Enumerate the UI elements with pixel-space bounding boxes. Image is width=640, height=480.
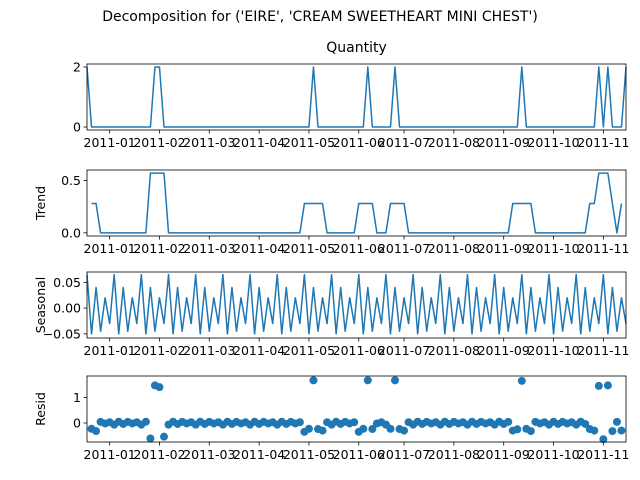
x-tick-label: 2011-10 — [527, 343, 579, 358]
y-tick-label: 0.05 — [53, 275, 81, 290]
x-tick-label: 2011-04 — [233, 343, 285, 358]
figure-title: Decomposition for ('EIRE', 'CREAM SWEETH… — [102, 9, 538, 25]
point — [517, 376, 526, 385]
x-tick-label: 2011-03 — [183, 343, 235, 358]
x-tick-label: 2011-01 — [84, 135, 136, 150]
x-tick-label: 2011-06 — [333, 447, 385, 462]
point — [359, 424, 368, 433]
x-tick-label: 2011-04 — [233, 135, 285, 150]
x-tick-label: 2011-04 — [233, 241, 285, 256]
point — [160, 432, 168, 441]
x-tick-label: 2011-01 — [84, 241, 136, 256]
point — [295, 418, 304, 427]
x-tick-label: 2011-08 — [428, 135, 480, 150]
axes-title: Quantity — [326, 40, 387, 56]
point — [400, 426, 409, 435]
x-tick-label: 2011-05 — [283, 447, 335, 462]
point — [612, 417, 621, 426]
point — [309, 376, 318, 385]
axes-frame — [86, 271, 627, 339]
point — [599, 435, 608, 444]
point — [504, 417, 513, 426]
x-tick-label: 2011-09 — [478, 343, 530, 358]
y-tick-label: 0.00 — [53, 301, 81, 316]
point — [594, 381, 603, 390]
point — [590, 426, 599, 435]
x-tick-label: 2011-08 — [428, 343, 480, 358]
point — [304, 424, 313, 433]
point — [363, 376, 372, 385]
x-tick-label: 2011-07 — [378, 343, 430, 358]
x-tick-label: 2011-07 — [378, 447, 430, 462]
y-tick-label: 0.5 — [61, 173, 81, 188]
point — [368, 425, 377, 434]
x-tick-label: 2011-05 — [283, 135, 335, 150]
x-tick-label: 2011-01 — [84, 447, 136, 462]
x-tick-label: 2011-08 — [428, 241, 480, 256]
x-tick-label: 2011-10 — [527, 447, 579, 462]
y-tick-label: 1 — [73, 390, 81, 405]
x-tick-label: 2011-06 — [333, 241, 385, 256]
x-tick-label: 2011-11 — [577, 447, 629, 462]
x-tick-label: 2011-05 — [283, 241, 335, 256]
x-tick-label: 2011-02 — [133, 343, 185, 358]
y-tick-label: 0 — [73, 415, 81, 430]
axes-frame — [86, 63, 627, 131]
point — [141, 417, 150, 426]
x-tick-label: 2011-11 — [577, 135, 629, 150]
x-tick-label: 2011-05 — [283, 343, 335, 358]
point — [603, 381, 612, 390]
y-axis-label: Resid — [33, 392, 48, 426]
x-tick-label: 2011-07 — [378, 241, 430, 256]
y-axis-label: Trend — [33, 186, 48, 221]
point — [155, 383, 164, 392]
x-tick-label: 2011-03 — [183, 241, 235, 256]
point — [617, 426, 626, 435]
x-tick-label: 2011-09 — [478, 241, 530, 256]
x-tick-label: 2011-04 — [233, 447, 285, 462]
y-tick-label: 2 — [73, 60, 81, 75]
x-tick-label: 2011-06 — [333, 343, 385, 358]
series-line — [86, 273, 627, 335]
x-tick-label: 2011-07 — [378, 135, 430, 150]
x-tick-label: 2011-10 — [527, 241, 579, 256]
x-tick-label: 2011-11 — [577, 343, 629, 358]
x-tick-label: 2011-03 — [183, 447, 235, 462]
x-tick-label: 2011-01 — [84, 343, 136, 358]
x-tick-label: 2011-02 — [133, 241, 185, 256]
point — [513, 425, 522, 434]
point — [146, 434, 155, 443]
x-tick-label: 2011-11 — [577, 241, 629, 256]
y-tick-label: 0.0 — [61, 225, 81, 240]
axes-frame — [86, 169, 627, 237]
point — [318, 426, 327, 435]
point — [608, 427, 617, 436]
axes-frame — [86, 375, 627, 443]
x-tick-label: 2011-03 — [183, 135, 235, 150]
x-tick-label: 2011-10 — [527, 135, 579, 150]
x-tick-label: 2011-06 — [333, 135, 385, 150]
point — [92, 427, 101, 436]
x-tick-label: 2011-02 — [133, 447, 185, 462]
y-tick-label: −0.05 — [43, 326, 81, 341]
point — [386, 424, 395, 433]
point — [526, 427, 535, 436]
x-tick-label: 2011-09 — [478, 447, 530, 462]
x-tick-label: 2011-08 — [428, 447, 480, 462]
series-line — [86, 66, 627, 128]
y-tick-label: 0 — [73, 120, 81, 135]
x-tick-label: 2011-09 — [478, 135, 530, 150]
point — [391, 376, 399, 385]
y-axis-label: Seasonal — [33, 277, 48, 334]
series-line — [91, 172, 623, 234]
point — [350, 418, 359, 427]
x-tick-label: 2011-02 — [133, 135, 185, 150]
